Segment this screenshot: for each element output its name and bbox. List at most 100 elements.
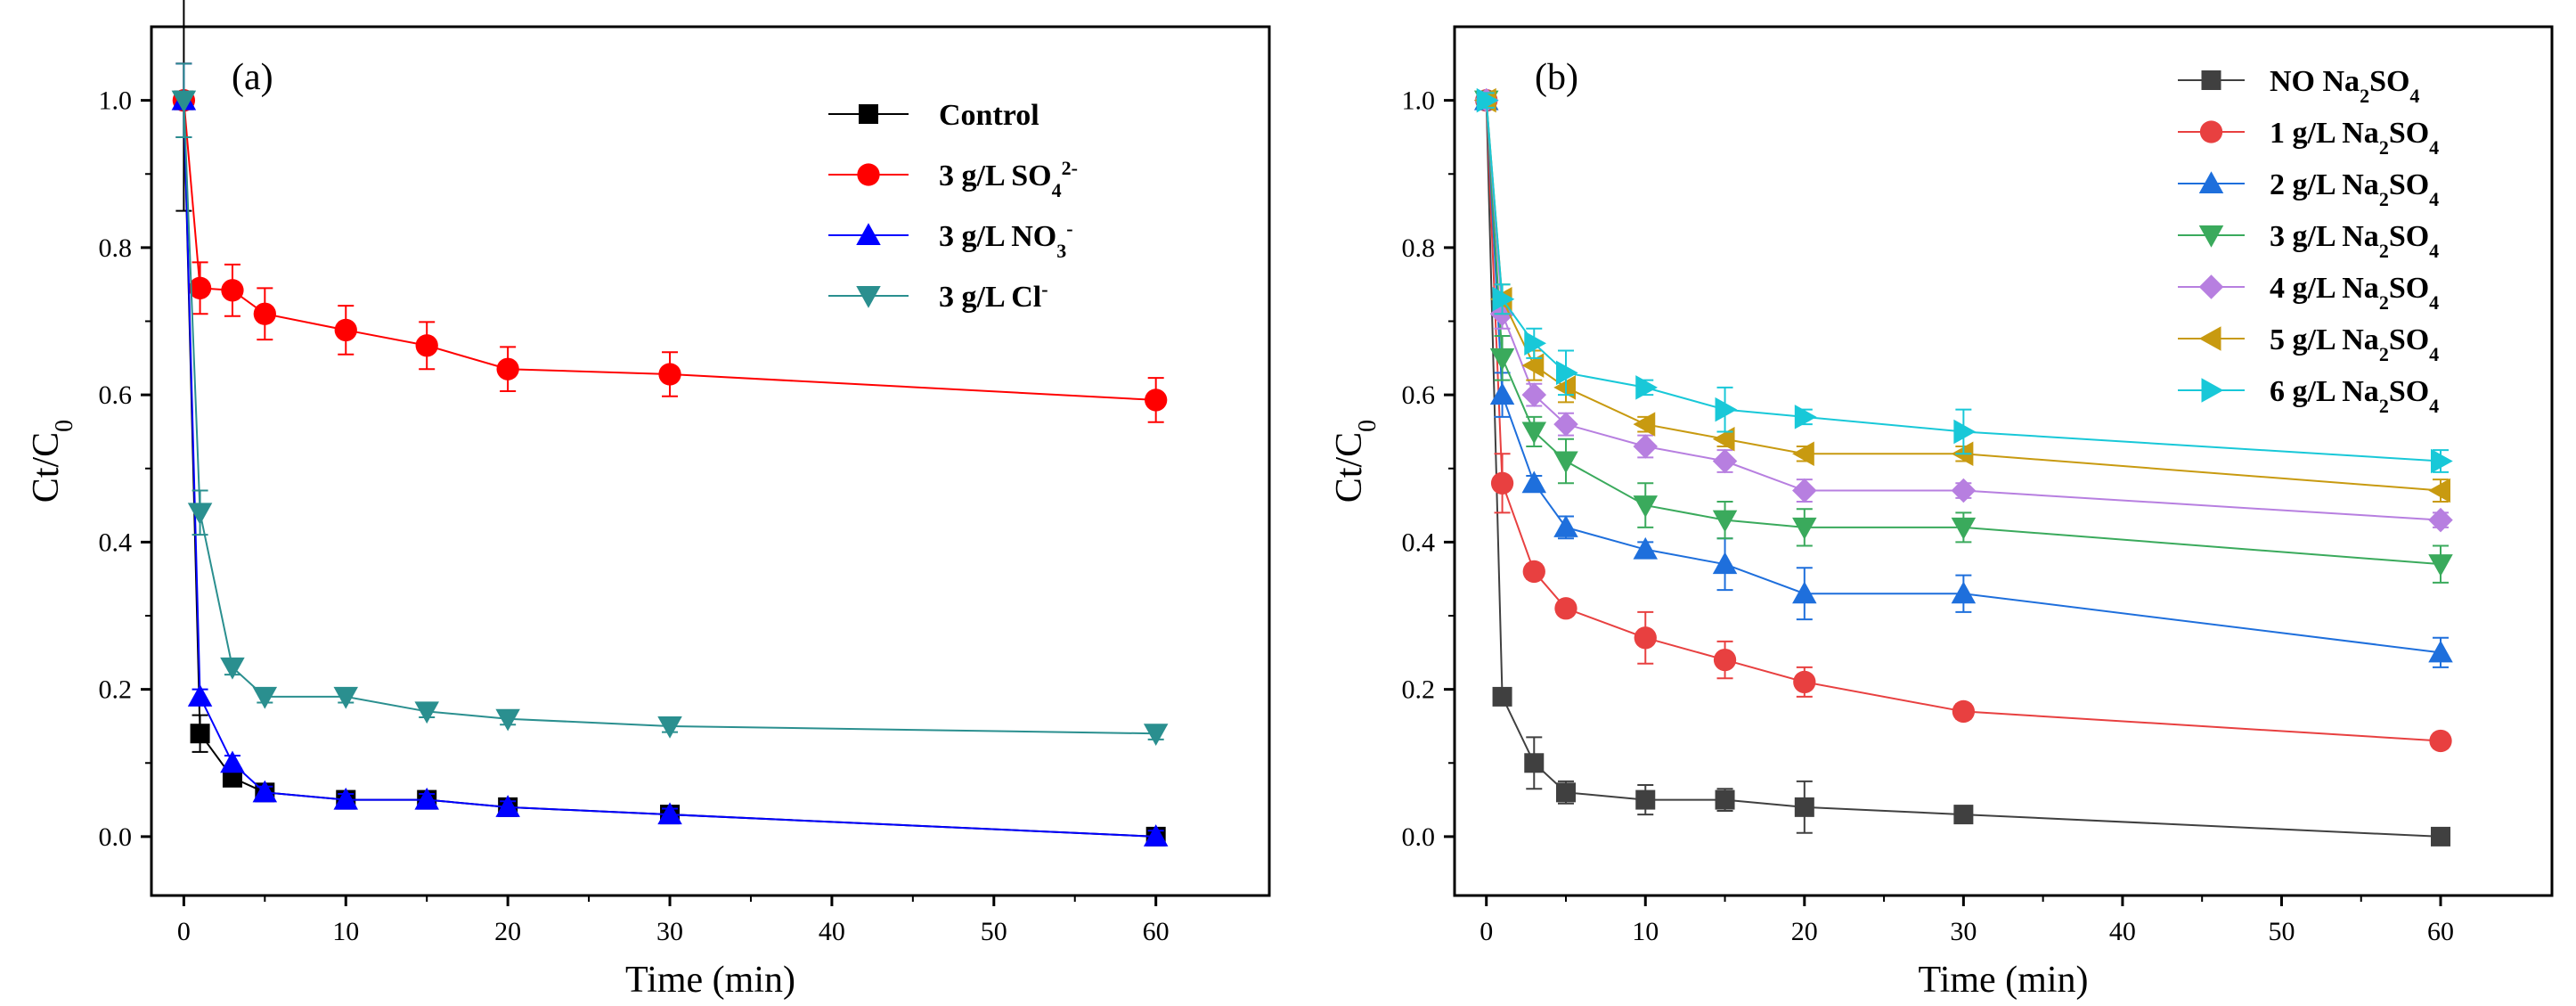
legend-label-subscript: 4: [2409, 85, 2419, 107]
panel-label: (b): [1535, 57, 1578, 98]
data-point: [2428, 507, 2453, 533]
x-tick-label: 30: [656, 917, 683, 946]
x-tick-label: 40: [819, 917, 845, 946]
legend-label-subscript: 4: [2429, 188, 2439, 210]
data-point: [658, 363, 681, 386]
legend-label-main: 6 g/L Na: [2270, 375, 2379, 408]
legend-label-subscript: 2: [2379, 291, 2389, 314]
legend-label: 3 g/L SO42-: [939, 157, 1078, 201]
data-point: [1712, 510, 1738, 533]
legend-label: NO Na2SO4: [2270, 65, 2419, 107]
legend-label-main: 5 g/L Na: [2270, 323, 2379, 356]
data-point: [495, 708, 520, 732]
legend-label-main: 3 g/L Na: [2270, 220, 2379, 253]
data-point: [1145, 388, 1168, 412]
data-point: [1715, 789, 1735, 810]
data-point: [2431, 448, 2453, 474]
legend-entry: 1 g/L Na2SO4: [2178, 117, 2439, 159]
data-point: [1555, 782, 1576, 803]
data-point: [1951, 478, 1977, 503]
series-line: [1485, 100, 2441, 838]
legend-label-superscript: -: [1066, 217, 1072, 240]
legend-marker: [856, 223, 881, 245]
series-2: [1475, 88, 2452, 753]
legend-label-main: 2 g/L Na: [2270, 168, 2379, 201]
data-point: [1951, 581, 1977, 604]
data-point: [333, 686, 359, 709]
data-point: [252, 780, 278, 803]
series-line: [183, 100, 1156, 735]
y-tick-label: 0.0: [99, 822, 133, 852]
data-point: [2429, 729, 2452, 753]
data-point: [1633, 495, 1659, 518]
x-axis-title: Time (min): [625, 960, 795, 1001]
legend-label-subscript: 2: [2360, 85, 2369, 107]
legend-label-subscript: 2: [2379, 136, 2389, 159]
y-tick-label: 1.0: [1402, 86, 1436, 116]
legend-label-tail: SO: [2369, 65, 2409, 98]
x-tick-label: 10: [332, 917, 359, 946]
y-axis-title: Ct/C0: [1329, 420, 1382, 503]
legend-label-main: Control: [939, 99, 1039, 132]
data-point: [1521, 421, 1547, 445]
data-point: [1633, 434, 1659, 459]
data-point: [1553, 375, 1576, 400]
legend-label-tail: SO: [2389, 375, 2429, 408]
legend-label-tail: SO: [2389, 220, 2429, 253]
legend-label: 3 g/L Cl-: [939, 278, 1048, 315]
legend-label-subscript: 4: [2429, 240, 2439, 262]
legend-marker: [857, 163, 880, 186]
legend-label-subscript: 2: [2379, 188, 2389, 210]
x-tick-label: 50: [981, 917, 1007, 946]
data-point: [414, 701, 439, 724]
data-point: [1635, 375, 1659, 400]
data-point: [333, 787, 359, 810]
data-point: [1633, 536, 1659, 560]
data-point: [1521, 353, 1545, 378]
legend-label: 4 g/L Na2SO4: [2270, 272, 2439, 314]
data-point: [495, 795, 520, 817]
legend-entry: 5 g/L Na2SO4: [2178, 323, 2439, 365]
data-point: [171, 90, 197, 113]
series-7: [1476, 87, 2453, 474]
legend-label-main: 1 g/L Na: [2270, 117, 2379, 150]
legend-label-main: 3 g/L NO: [939, 220, 1056, 253]
legend-label-subscript: 2: [2379, 395, 2389, 417]
y-axis-title-subscript: 0: [1354, 420, 1382, 432]
y-axis-title-main: Ct/C: [1329, 432, 1370, 503]
y-tick-label: 0.8: [99, 233, 133, 263]
x-tick-label: 50: [2268, 917, 2295, 946]
x-tick-label: 40: [2109, 917, 2136, 946]
legend-entry: 3 g/L Cl-: [828, 278, 1048, 315]
data-point: [1476, 87, 1499, 113]
x-tick-label: 0: [1480, 917, 1493, 946]
legend-entry: 3 g/L SO42-: [828, 157, 1078, 201]
data-point: [1794, 797, 1814, 817]
data-point: [1952, 699, 1976, 724]
series-3: [171, 62, 1169, 847]
legend-marker: [2201, 378, 2224, 403]
legend-label: Control: [939, 99, 1039, 132]
data-point: [415, 334, 438, 357]
legend-label-tail: SO: [2389, 323, 2429, 356]
y-tick-label: 0.2: [1402, 675, 1436, 705]
data-point: [1490, 471, 1514, 495]
legend-marker: [2199, 120, 2223, 143]
data-point: [1792, 517, 1817, 540]
x-tick-label: 20: [1791, 917, 1818, 946]
series-5: [1473, 87, 2453, 533]
data-point: [1713, 648, 1737, 672]
legend-marker: [2198, 326, 2221, 351]
legend-label-superscript: -: [1041, 278, 1048, 300]
data-point: [220, 750, 245, 773]
legend-label: 5 g/L Na2SO4: [2270, 323, 2439, 365]
data-point: [187, 503, 213, 526]
y-tick-label: 0.6: [99, 380, 133, 410]
legend-label: 3 g/L Na2SO4: [2270, 220, 2439, 262]
legend-label-tail: SO: [2389, 117, 2429, 150]
data-point: [1712, 448, 1738, 474]
data-point: [220, 657, 245, 680]
